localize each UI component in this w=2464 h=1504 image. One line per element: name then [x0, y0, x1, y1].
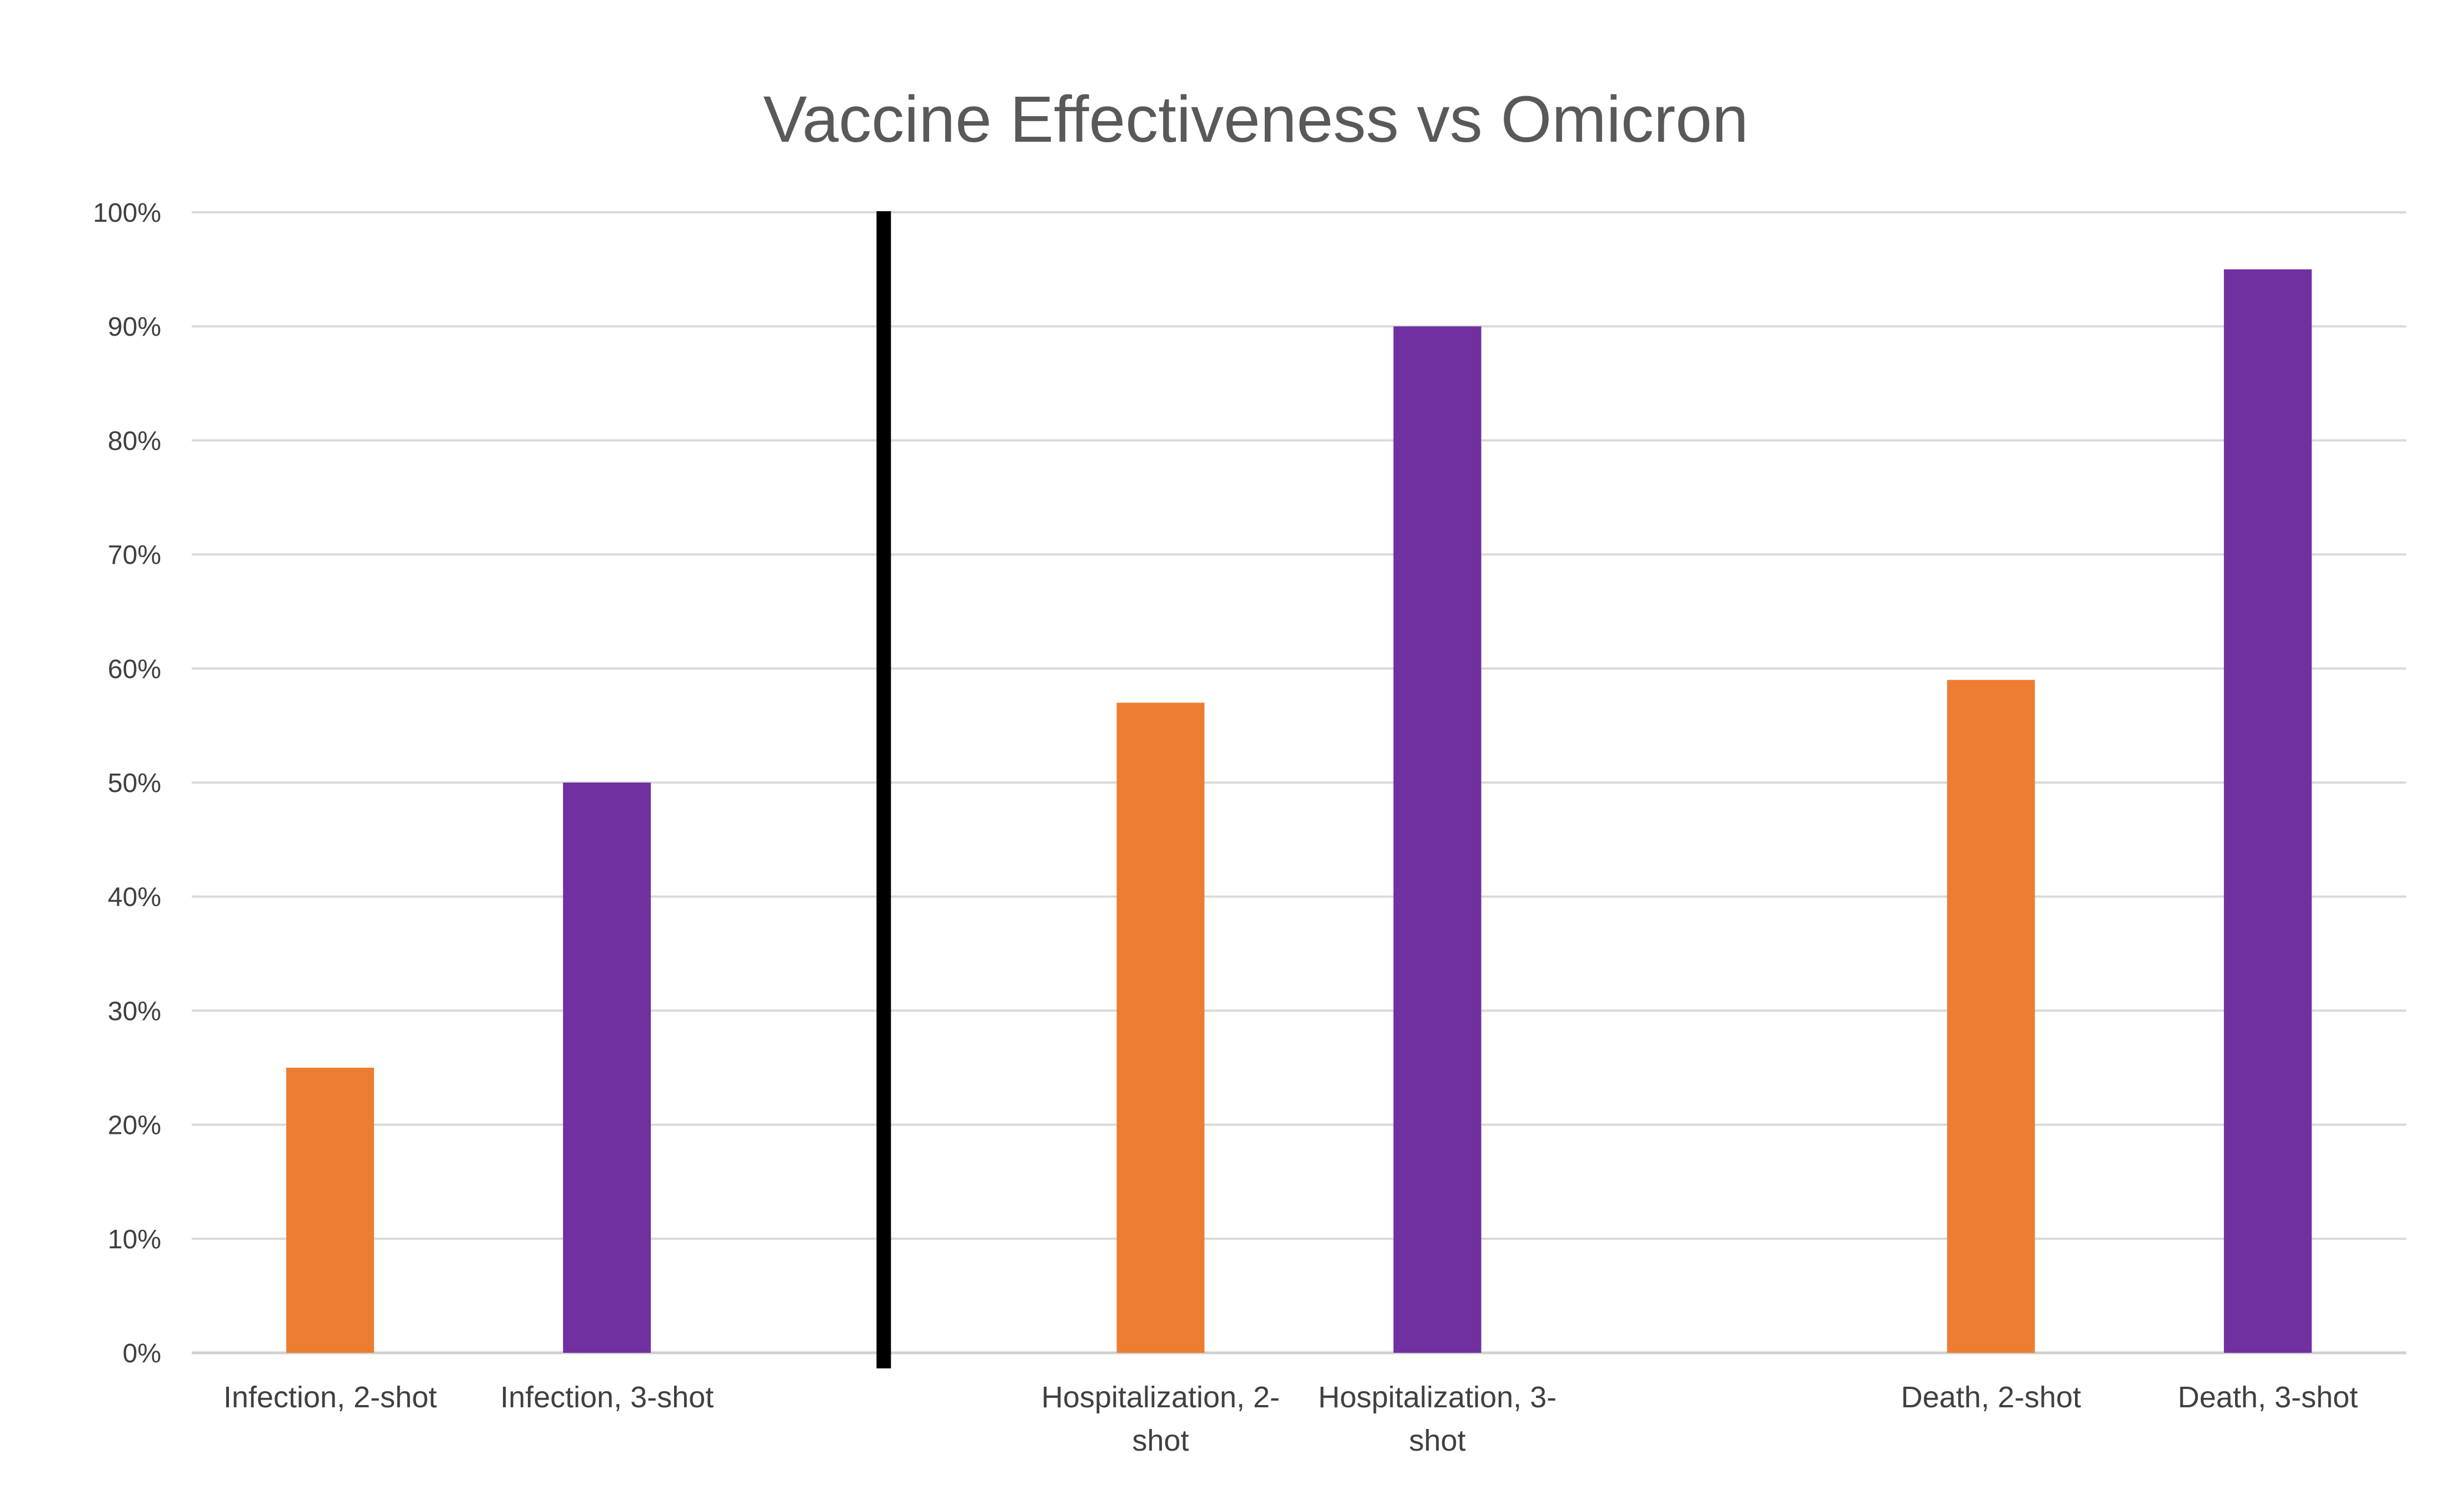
gridlines — [192, 211, 2406, 1354]
y-tick-label: 40% — [108, 883, 161, 912]
x-category-label: Hospitalization, 2- — [1041, 1381, 1280, 1414]
x-category-label: Death, 2-shot — [1901, 1381, 2081, 1414]
y-axis-ticks: 0% 10% 20% 30% 40% 50% 60% 70% 80% 90% 100% — [93, 198, 161, 1368]
x-category-label: Infection, 2-shot — [223, 1381, 437, 1414]
bar — [563, 783, 651, 1353]
y-tick-label: 30% — [108, 997, 161, 1026]
y-tick-label: 100% — [93, 198, 161, 228]
bar — [2223, 269, 2312, 1353]
bar — [1947, 680, 2035, 1353]
y-tick-label: 60% — [108, 655, 161, 684]
x-category-label: Death, 3-shot — [2178, 1381, 2358, 1414]
x-axis-labels: Infection, 2-shot Infection, 3-shot Hospit… — [223, 1381, 2358, 1457]
bar — [1116, 703, 1205, 1353]
chart-title: Vaccine Effectiveness vs Omicron — [764, 83, 1749, 156]
bars — [286, 269, 2312, 1353]
y-tick-label: 10% — [108, 1225, 161, 1254]
y-tick-label: 80% — [108, 426, 161, 456]
y-tick-label: 50% — [108, 769, 161, 798]
y-tick-label: 90% — [108, 312, 161, 342]
x-category-label: shot — [1132, 1424, 1189, 1457]
y-tick-label: 20% — [108, 1111, 161, 1141]
x-category-label: Hospitalization, 3- — [1318, 1381, 1557, 1414]
y-tick-label: 70% — [108, 541, 161, 570]
x-category-label: Infection, 3-shot — [500, 1381, 714, 1414]
bar — [1393, 326, 1482, 1353]
bar — [286, 1068, 375, 1353]
x-category-label: shot — [1409, 1424, 1466, 1457]
y-tick-label: 0% — [123, 1339, 161, 1368]
